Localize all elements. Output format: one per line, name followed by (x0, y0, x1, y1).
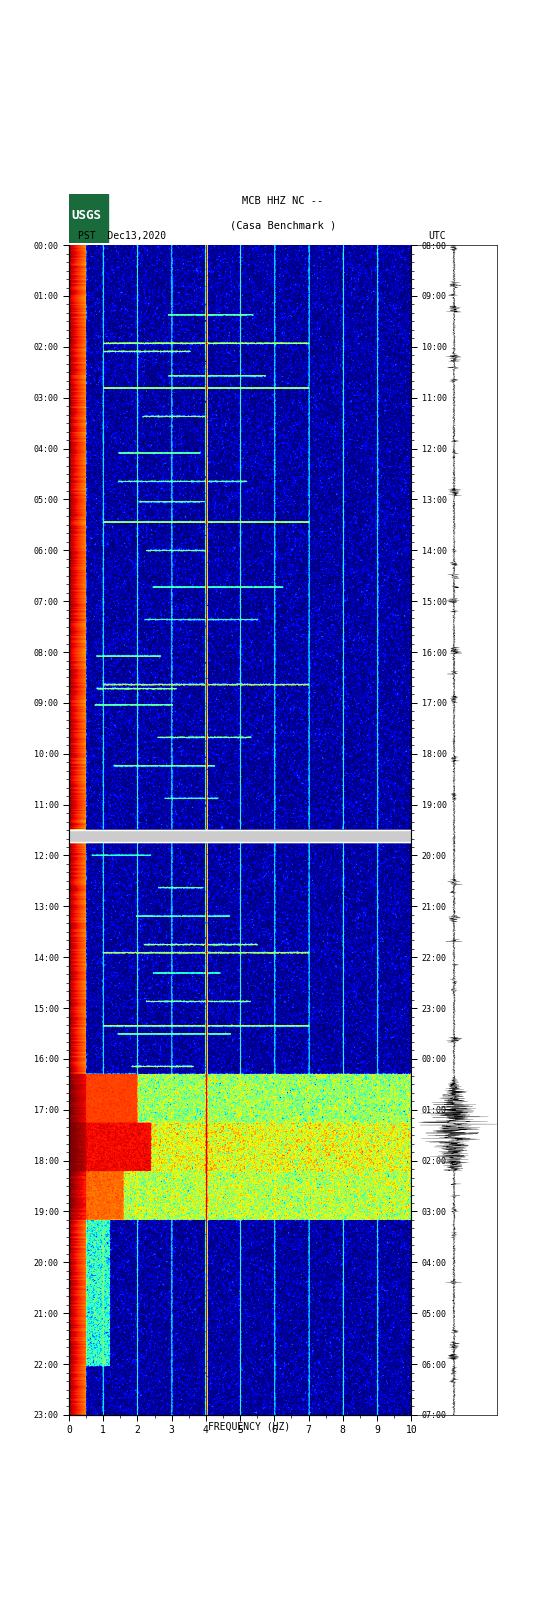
Text: FREQUENCY (HZ): FREQUENCY (HZ) (208, 1421, 290, 1431)
Text: (Casa Benchmark ): (Casa Benchmark ) (230, 221, 336, 231)
Text: MCB HHZ NC --: MCB HHZ NC -- (242, 197, 323, 206)
Text: UTC: UTC (428, 231, 446, 240)
Bar (69, 194, 108, 244)
Text: USGS: USGS (71, 210, 101, 223)
Text: PST  Dec13,2020: PST Dec13,2020 (77, 231, 166, 240)
